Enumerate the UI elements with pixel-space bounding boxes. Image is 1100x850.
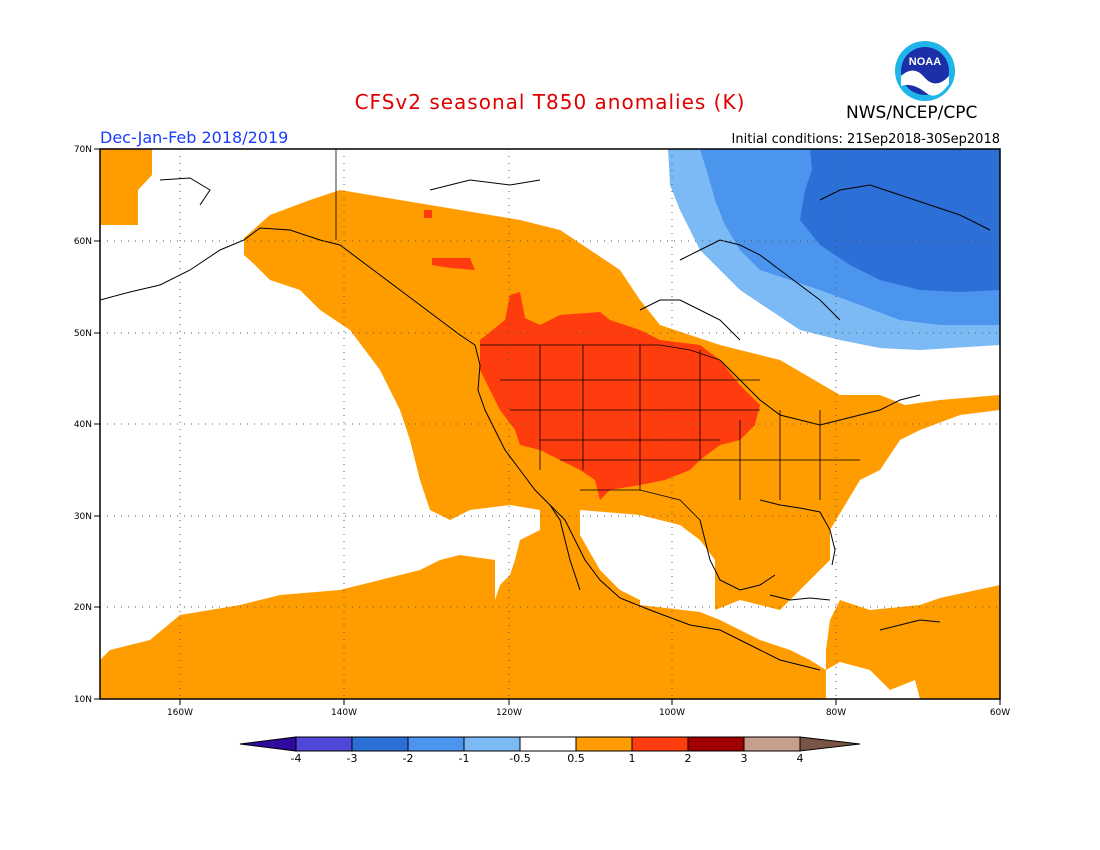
colorbar-labels: -4 -3 -2 -1 -0.5 0.5 1 2 3 4 xyxy=(291,752,804,765)
lon-label: 120W xyxy=(496,708,522,718)
axis-labels: 160W 140W 120W 100W 80W 60W 70N 60N 50N … xyxy=(74,145,1010,718)
colorbar-label: -2 xyxy=(403,752,414,765)
colorbar-box xyxy=(407,736,465,752)
chart-title: CFSv2 seasonal T850 anomalies (K) xyxy=(354,90,746,114)
axis-ticks xyxy=(94,148,1001,705)
agency-label: NWS/NCEP/CPC xyxy=(846,103,978,123)
lat-label: 10N xyxy=(74,695,92,705)
lat-label: 30N xyxy=(74,512,92,522)
lat-label: 50N xyxy=(74,329,92,339)
colorbar-arrow-right xyxy=(799,736,861,752)
colorbar-box xyxy=(575,736,633,752)
colorbar-label: -0.5 xyxy=(509,752,530,765)
colorbar-label: 3 xyxy=(741,752,748,765)
colorbar-label: 2 xyxy=(685,752,692,765)
colorbar-label: 1 xyxy=(629,752,636,765)
colorbar-box xyxy=(687,736,745,752)
anomaly-region-red xyxy=(424,210,760,500)
lat-label: 60N xyxy=(74,237,92,247)
colorbar-box xyxy=(519,736,577,752)
colorbar-box xyxy=(295,736,353,752)
colorbar-box xyxy=(351,736,409,752)
colorbar-label: 4 xyxy=(797,752,804,765)
lat-label: 70N xyxy=(74,145,92,155)
lon-label: 140W xyxy=(331,708,357,718)
anomaly-region-blue-dark xyxy=(800,149,1000,292)
colorbar-label: -4 xyxy=(291,752,302,765)
colorbar-arrow-left xyxy=(239,736,297,752)
initial-conditions-label: Initial conditions: 21Sep2018-30Sep2018 xyxy=(731,132,1000,147)
political-boundaries xyxy=(335,149,860,521)
colorbar-boxes xyxy=(239,736,861,752)
lon-label: 80W xyxy=(826,708,846,718)
lat-label: 20N xyxy=(74,603,92,613)
colorbar-label: -1 xyxy=(459,752,470,765)
colorbar-label: 0.5 xyxy=(567,752,585,765)
lat-label: 40N xyxy=(74,420,92,430)
noaa-logo-text: NOAA xyxy=(909,56,941,68)
colorbar-box xyxy=(743,736,801,752)
colorbar-box xyxy=(631,736,689,752)
lon-label: 60W xyxy=(990,708,1010,718)
lon-label: 100W xyxy=(659,708,685,718)
colorbar-label: -3 xyxy=(347,752,358,765)
season-label: Dec-Jan-Feb 2018/2019 xyxy=(100,128,289,147)
graticule xyxy=(100,149,1000,699)
noaa-logo: NOAA xyxy=(895,41,955,101)
lon-label: 160W xyxy=(167,708,193,718)
colorbar-box xyxy=(463,736,521,752)
